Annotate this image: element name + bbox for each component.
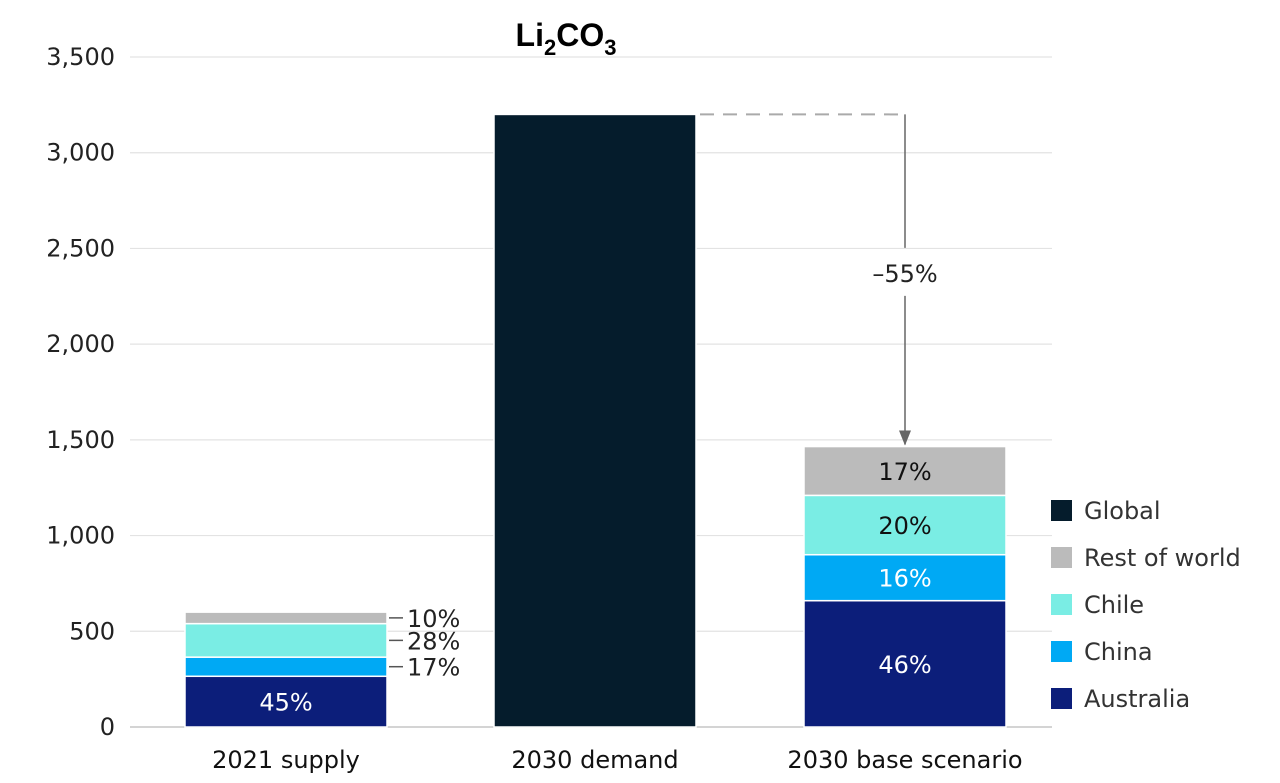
legend-label: Australia xyxy=(1084,685,1190,713)
bar-segment xyxy=(184,622,388,658)
legend: Global Rest of world Chile China Australia xyxy=(1051,497,1241,713)
legend-swatch xyxy=(1051,547,1072,568)
y-tick-label: 3,000 xyxy=(46,139,115,167)
legend-label: Global xyxy=(1084,497,1161,525)
data-label: 28% xyxy=(407,627,460,655)
bar-segment xyxy=(803,553,1007,602)
gap-label: –55% xyxy=(872,260,937,288)
y-tick-label: 1,000 xyxy=(46,522,115,550)
legend-label: Chile xyxy=(1084,591,1144,619)
legend-label: Rest of world xyxy=(1084,544,1241,572)
title-sub2: 3 xyxy=(604,35,616,60)
chart-title: Li2CO3 xyxy=(516,17,617,60)
bar-segment xyxy=(184,656,388,678)
arrow-head xyxy=(899,430,911,446)
legend-swatch xyxy=(1051,641,1072,662)
x-category-label: 2030 base scenario xyxy=(787,746,1022,774)
legend-swatch xyxy=(1051,688,1072,709)
y-tick-label: 0 xyxy=(100,713,115,741)
y-tick-label: 2,000 xyxy=(46,330,115,358)
data-label: 10% xyxy=(407,605,460,633)
y-axis: 0 500 1,000 1,500 2,000 2,500 3,000 3,500 xyxy=(46,43,115,741)
y-tick-label: 500 xyxy=(69,617,115,645)
bar-segment xyxy=(184,611,388,625)
data-label: 17% xyxy=(407,654,460,682)
bar-segment xyxy=(803,445,1007,497)
x-category-label: 2030 demand xyxy=(511,746,678,774)
bars: 45%17%28%10%46%16%20%17% xyxy=(184,113,1007,728)
y-tick-label: 2,500 xyxy=(46,234,115,262)
bar-segment xyxy=(803,494,1007,556)
data-label: 46% xyxy=(878,651,931,679)
legend-label: China xyxy=(1084,638,1153,666)
bar-segment xyxy=(803,599,1007,728)
legend-swatch xyxy=(1051,594,1072,615)
y-tick-label: 3,500 xyxy=(46,43,115,71)
y-tick-label: 1,500 xyxy=(46,426,115,454)
title-mid: CO xyxy=(556,17,604,53)
data-label: 17% xyxy=(878,458,931,486)
data-label: 45% xyxy=(259,689,312,717)
x-axis: 2021 supply 2030 demand 2030 base scenario xyxy=(212,746,1022,774)
gap-annotation: –55% xyxy=(700,113,938,446)
data-label: 16% xyxy=(878,565,931,593)
legend-swatch xyxy=(1051,500,1072,521)
x-category-label: 2021 supply xyxy=(212,746,360,774)
bar-segment xyxy=(493,113,697,728)
title-base: Li xyxy=(516,17,544,53)
title-sub1: 2 xyxy=(544,35,556,60)
bar-segment xyxy=(184,675,388,728)
data-label: 20% xyxy=(878,512,931,540)
